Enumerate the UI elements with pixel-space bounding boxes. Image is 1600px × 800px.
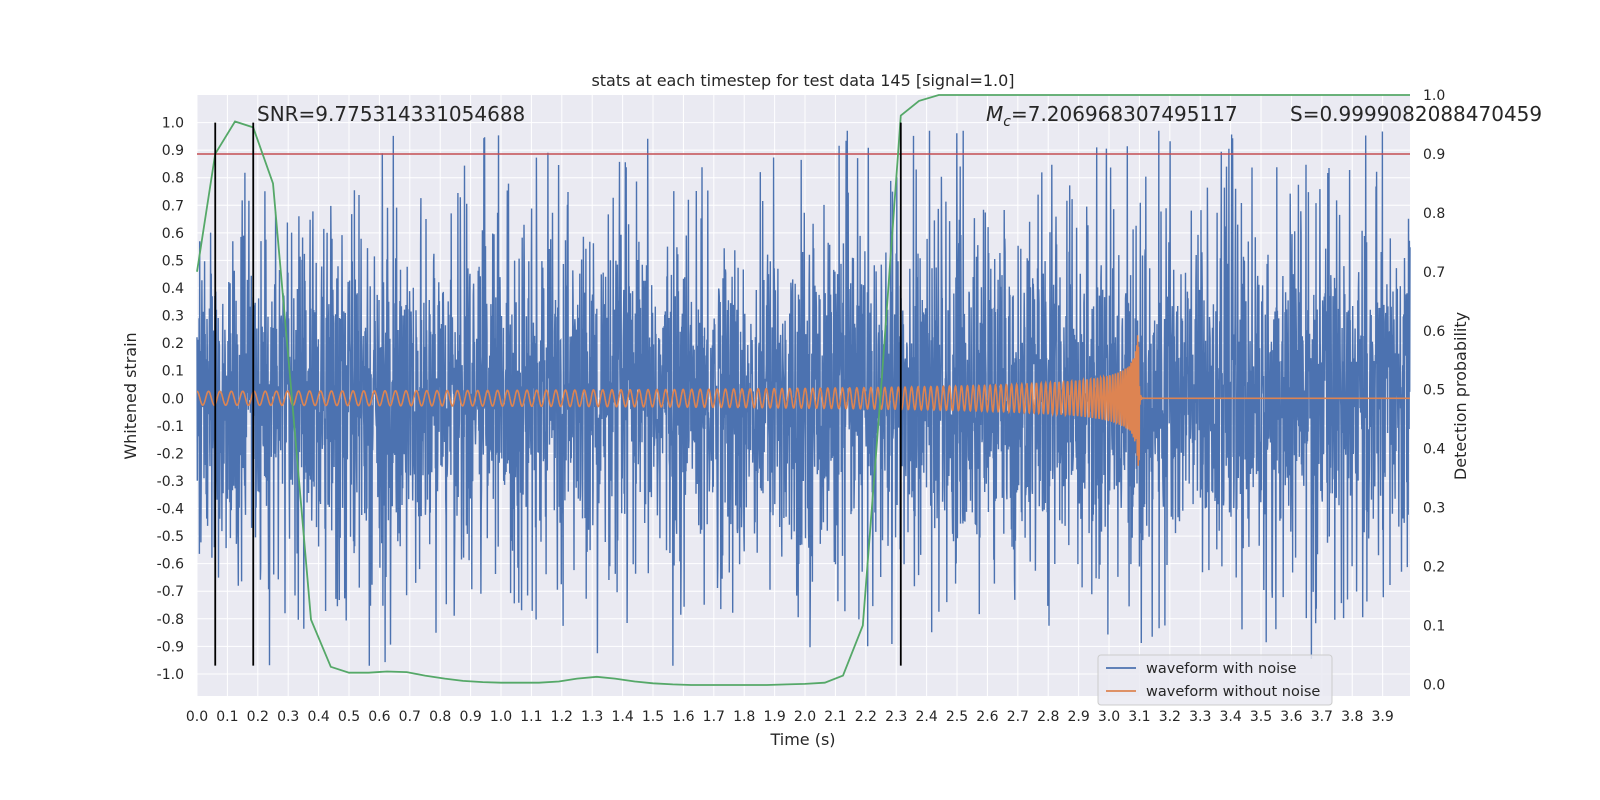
x-tick-label: 2.3 (885, 709, 907, 725)
x-tick-label: 3.7 (1311, 709, 1333, 725)
x-axis-label: Time (s) (769, 730, 835, 749)
x-tick-label: 3.8 (1341, 709, 1363, 725)
noise-waveform-line (196, 130, 1411, 666)
probability-line (196, 94, 1410, 686)
y-tick-label-left: 0.9 (162, 143, 184, 159)
y-tick-label-left: 0.6 (162, 226, 184, 242)
x-tick-label: 1.3 (581, 709, 603, 725)
x-tick-label: 1.5 (642, 709, 664, 725)
x-tick-label: 3.6 (1280, 709, 1302, 725)
x-tick-label: 0.6 (368, 709, 390, 725)
x-tick-label: 1.2 (551, 709, 573, 725)
y-tick-label-right: 0.9 (1423, 147, 1445, 163)
clean-waveform-line (196, 335, 1410, 466)
y-tick-label-right: 0.0 (1423, 677, 1445, 693)
y-tick-label-left: 0.8 (162, 171, 184, 187)
x-tick-label: 3.9 (1372, 709, 1394, 725)
x-tick-label: 2.0 (794, 709, 816, 725)
x-tick-label: 1.6 (672, 709, 694, 725)
y-tick-label-right: 0.1 (1423, 619, 1445, 635)
y-tick-label-left: -0.5 (157, 529, 184, 545)
y-tick-label-left: -0.3 (157, 474, 184, 490)
x-tick-labels: 0.0 0.1 0.2 0.3 0.4 0.5 0.6 0.7 0.8 0.9 1.0 1.1 1.2 1… (186, 709, 1394, 725)
y-tick-label-left: -0.1 (157, 419, 184, 435)
score-annotation: S=0.9999082088470459 (1290, 102, 1542, 126)
x-tick-label: 0.0 (186, 709, 208, 725)
y-tick-labels-left: 1.0 0.9 0.8 0.7 0.6 0.5 0.4 0.3 0.2 0.1 0.0 -0.1 -0.… (157, 116, 184, 683)
legend-box (1097, 654, 1333, 706)
y-tick-label-left: 0.2 (162, 336, 184, 352)
y-axis-label-right: Detection probability (1451, 312, 1470, 480)
x-tick-label: 2.9 (1067, 709, 1089, 725)
x-tick-label: 0.1 (216, 709, 238, 725)
y-tick-label-right: 0.3 (1423, 501, 1445, 517)
y-tick-label-right: 0.6 (1423, 324, 1445, 340)
y-tick-label-left: -0.6 (157, 557, 184, 573)
vertical-markers (214, 122, 902, 666)
y-tick-label-left: -1.0 (157, 667, 184, 683)
x-tick-label: 0.3 (277, 709, 299, 725)
x-tick-label: 2.2 (855, 709, 877, 725)
chart-title: stats at each timestep for test data 145… (591, 71, 1014, 90)
y-tick-label-right: 0.5 (1423, 383, 1445, 399)
x-tick-label: 0.7 (399, 709, 421, 725)
x-tick-label: 1.1 (520, 709, 542, 725)
x-tick-label: 3.2 (1159, 709, 1181, 725)
y-tick-label-right: 0.4 (1423, 442, 1445, 458)
y-tick-label-right: 1.0 (1423, 88, 1445, 104)
x-tick-label: 1.0 (490, 709, 512, 725)
x-tick-label: 2.7 (1007, 709, 1029, 725)
x-tick-label: 1.8 (733, 709, 755, 725)
y-tick-label-left: 0.0 (162, 391, 184, 407)
x-tick-label: 0.5 (338, 709, 360, 725)
chirp-mass-symbol: M (986, 102, 1003, 126)
series-waveform-with-noise (196, 130, 1411, 666)
x-tick-label: 1.9 (763, 709, 785, 725)
x-tick-label: 1.4 (611, 709, 633, 725)
chirp-mass-annotation: Mc=7.206968307495117 (986, 102, 1238, 130)
x-tick-label: 2.6 (976, 709, 998, 725)
y-tick-label-left: -0.7 (157, 584, 184, 600)
x-tick-label: 0.9 (459, 709, 481, 725)
x-tick-label: 2.4 (915, 709, 937, 725)
y-tick-label-right: 0.8 (1423, 206, 1445, 222)
y-tick-label-left: 0.7 (162, 198, 184, 214)
y-axis-label-left: Whitened strain (121, 332, 140, 459)
legend: waveform with noise waveform without noi… (1097, 654, 1333, 706)
y-tick-label-left: 0.4 (162, 281, 184, 297)
x-tick-label: 2.1 (824, 709, 846, 725)
y-tick-label-left: -0.2 (157, 446, 184, 462)
x-tick-label: 3.4 (1220, 709, 1242, 725)
y-tick-label-left: 1.0 (162, 116, 184, 132)
series-waveform-without-noise (196, 335, 1410, 466)
chirp-mass-subscript: c (1003, 114, 1011, 130)
y-tick-label-left: 0.3 (162, 309, 184, 325)
x-tick-label: 3.1 (1128, 709, 1150, 725)
series-detection-probability (196, 94, 1410, 686)
legend-label-with-noise: waveform with noise (1146, 661, 1297, 677)
x-tick-label: 1.7 (703, 709, 725, 725)
snr-annotation: SNR=9.775314331054688 (257, 102, 525, 126)
x-tick-label: 0.4 (307, 709, 329, 725)
y-tick-labels-right: 1.0 0.9 0.8 0.7 0.6 0.5 0.4 0.3 0.2 0.1 0.0 (1423, 88, 1445, 693)
x-tick-label: 2.8 (1037, 709, 1059, 725)
y-tick-label-left: -0.9 (157, 639, 184, 655)
chirp-mass-value: =7.206968307495117 (1011, 102, 1238, 126)
y-tick-label-right: 0.2 (1423, 560, 1445, 576)
y-tick-label-left: -0.4 (157, 502, 184, 518)
y-tick-label-right: 0.7 (1423, 265, 1445, 281)
y-tick-label-left: 0.1 (162, 364, 184, 380)
legend-label-without-noise: waveform without noise (1146, 684, 1320, 700)
x-tick-label: 0.2 (247, 709, 269, 725)
x-tick-label: 0.8 (429, 709, 451, 725)
x-tick-label: 2.5 (946, 709, 968, 725)
y-tick-label-left: -0.8 (157, 612, 184, 628)
x-tick-label: 3.5 (1250, 709, 1272, 725)
x-tick-label: 3.3 (1189, 709, 1211, 725)
y-tick-label-left: 0.5 (162, 253, 184, 269)
x-tick-label: 3.0 (1098, 709, 1120, 725)
